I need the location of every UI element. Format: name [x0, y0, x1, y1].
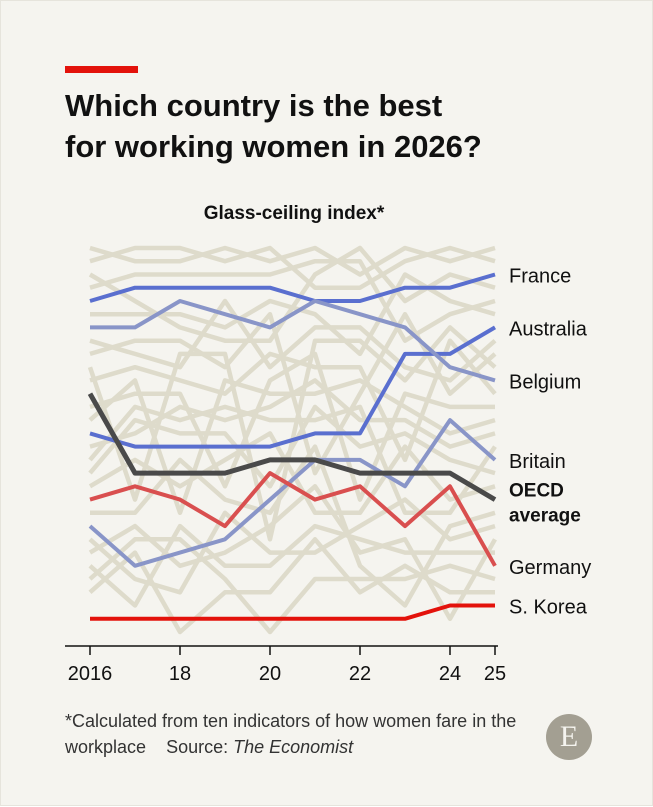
series-line-britain — [88, 418, 497, 568]
x-tick-label: 24 — [439, 663, 461, 685]
background-country-line — [89, 298, 497, 383]
x-tick-label: 25 — [484, 663, 506, 685]
chart-title: Glass-ceiling index* — [204, 203, 385, 224]
series-label-s-korea: S. Korea — [509, 597, 588, 619]
headline-line-2: for working women in 2026? — [65, 129, 482, 164]
background-country-line — [88, 404, 497, 516]
background-country-line — [88, 537, 496, 635]
series-line-s-korea — [90, 603, 495, 621]
series-label-belgium: Belgium — [509, 371, 581, 393]
x-tick-label: 18 — [169, 663, 191, 685]
series-label-australia: Australia — [509, 318, 588, 340]
headline-line-1: Which country is the best — [65, 88, 443, 123]
x-tick-label: 20 — [259, 663, 281, 685]
source-title: The Economist — [233, 737, 354, 757]
x-tick-label: 22 — [349, 663, 371, 685]
footnote-text: *Calculated from ten indicators of how w… — [65, 711, 517, 757]
accent-bar — [65, 66, 138, 73]
background-country-line — [88, 497, 496, 595]
series-label-oecd-average: OECD average — [509, 481, 581, 527]
source-prefix: Source: — [166, 737, 229, 757]
x-tick-label: 2016 — [68, 663, 113, 685]
series-line-germany — [89, 471, 497, 567]
series-label-france: France — [509, 266, 571, 288]
series-label-britain: Britain — [509, 451, 566, 473]
series-line-belgium — [90, 299, 496, 383]
series-line-australia — [89, 325, 497, 449]
logo-letter: E — [559, 720, 579, 753]
background-country-line — [88, 523, 495, 608]
background-country-line — [88, 404, 496, 489]
chart-headline: Which country is the best for working wo… — [65, 85, 625, 167]
series-label-line-2: average — [509, 506, 581, 527]
series-label-germany: Germany — [509, 557, 591, 579]
economist-logo: E — [546, 714, 592, 760]
background-country-line — [88, 537, 495, 635]
series-line-oecd-average — [87, 392, 497, 502]
series-line-france — [89, 272, 496, 303]
background-country-line — [89, 378, 496, 449]
series-label-line-1: OECD — [509, 481, 564, 502]
background-country-line — [89, 258, 496, 343]
footnote: *Calculated from ten indicators of how w… — [65, 708, 535, 760]
background-country-line — [89, 351, 495, 502]
